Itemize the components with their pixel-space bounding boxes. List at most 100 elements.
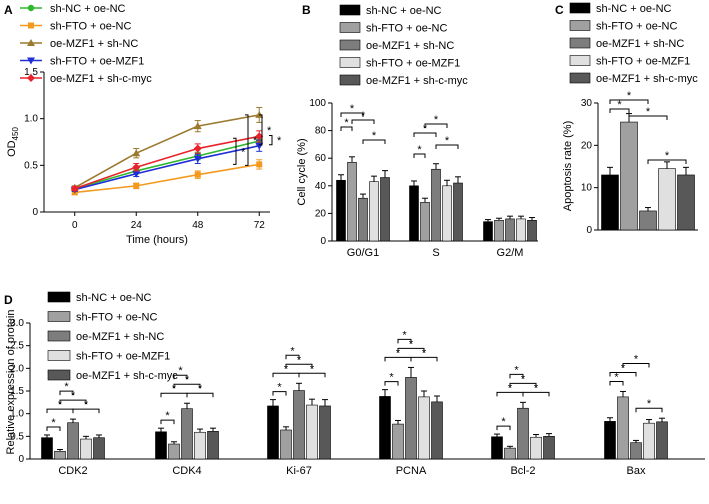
- legend-label: oe-MZF1 + sh-c-myc: [50, 73, 152, 85]
- significance-star: *: [178, 365, 183, 377]
- bar: [155, 431, 167, 460]
- x-tick-label: Bcl-2: [510, 465, 535, 477]
- significance-star: *: [185, 374, 190, 386]
- data-point: [28, 22, 34, 29]
- significance-bracket: [384, 381, 399, 386]
- significance-star: *: [402, 329, 407, 341]
- significance-bracket: [186, 392, 214, 398]
- bar: [207, 431, 219, 460]
- bar: [483, 221, 493, 242]
- significance-star: *: [277, 135, 282, 147]
- data-point: [193, 155, 202, 163]
- bar: [93, 437, 105, 460]
- legend-swatch: [569, 72, 591, 84]
- bar: [380, 177, 390, 242]
- significance-bracket: [413, 132, 437, 137]
- x-tick-label: G0/G1: [347, 247, 379, 259]
- bar: [643, 422, 655, 460]
- significance-bracket: [609, 371, 637, 377]
- significance-star: *: [508, 382, 513, 394]
- bar: [420, 202, 430, 242]
- significance-bracket: [609, 108, 630, 113]
- legend-swatch: [339, 4, 361, 16]
- legend-swatch: [339, 39, 361, 51]
- significance-star: *: [71, 390, 76, 402]
- legend-label: oe-MZF1 + sh-c-myc: [366, 75, 468, 87]
- bar: [418, 396, 430, 460]
- legend-label: sh-FTO + oe-MZF1: [76, 351, 170, 363]
- legend-swatch: [47, 369, 71, 381]
- legend-label: oe-MZF1 + sh-NC: [50, 38, 138, 50]
- data-point: [132, 163, 141, 172]
- bar: [379, 396, 391, 460]
- significance-bracket: [628, 115, 668, 120]
- y-tick-label: 80: [315, 126, 327, 137]
- y-tick-label: 1.5: [10, 386, 24, 397]
- significance-star: *: [165, 410, 170, 422]
- data-point: [256, 161, 263, 168]
- y-tick-label: 30: [581, 98, 593, 109]
- x-tick-label: Ki-67: [286, 465, 312, 477]
- legend-label: sh-FTO + oe-NC: [50, 21, 131, 33]
- x-tick-label: 48: [192, 220, 204, 231]
- significance-star: *: [501, 416, 506, 428]
- significance-bracket: [397, 347, 425, 353]
- y-axis-label: OD450: [6, 127, 20, 157]
- data-point: [27, 57, 35, 65]
- legend-swatch: [569, 2, 591, 14]
- x-tick-label: Bax: [627, 465, 646, 477]
- bar: [677, 174, 695, 231]
- bar: [604, 421, 616, 460]
- y-tick-label: 3.0: [10, 318, 24, 329]
- significance-star: *: [434, 114, 439, 126]
- chart-panel-d: 0 0.5 1.0 1.5 2.0 2.5 3.0 CDK2 CDK4 Ki-67 PCNA Bcl-…: [5, 291, 705, 477]
- significance-bracket: [635, 407, 663, 413]
- series-line: [74, 135, 260, 190]
- legend-label: sh-FTO + oe-MZF1: [596, 56, 690, 68]
- bar: [41, 437, 53, 460]
- significance-bracket: [424, 123, 448, 128]
- significance-bracket: [285, 363, 313, 369]
- y-tick-label: 0: [320, 236, 326, 247]
- bar: [405, 377, 417, 460]
- legend-label: sh-FTO + oe-NC: [366, 23, 447, 35]
- legend-label: oe-MZF1 + sh-NC: [596, 38, 684, 50]
- bar: [517, 407, 529, 460]
- bar: [392, 423, 404, 460]
- legend-swatch: [569, 55, 591, 66]
- x-axis-label: Time (hours): [126, 234, 188, 246]
- chart-panel-c: 0 10 20 30 sh-NC + oe-NC sh-FTO + oe-NC oe-MZF…: [562, 2, 698, 236]
- legend-label: sh-FTO + oe-MZF1: [50, 56, 144, 68]
- significance-bracket: [59, 399, 87, 405]
- y-tick-label: 40: [315, 181, 327, 192]
- bar: [431, 401, 443, 460]
- significance-star: *: [646, 106, 651, 118]
- data-point: [132, 170, 141, 178]
- data-point: [255, 132, 264, 141]
- significance-star: *: [290, 345, 295, 357]
- significance-bracket: [435, 144, 459, 149]
- significance-bracket: [59, 390, 74, 396]
- significance-star: *: [172, 383, 177, 395]
- y-tick-label: 1.0: [10, 409, 24, 420]
- significance-bracket: [413, 153, 426, 158]
- significance-star: *: [614, 371, 619, 383]
- significance-bracket: [496, 425, 511, 431]
- significance-star: *: [423, 123, 428, 135]
- bar: [181, 408, 193, 460]
- significance-star: *: [514, 364, 519, 376]
- bar: [347, 162, 357, 242]
- significance-bracket: [410, 356, 438, 362]
- significance-star: *: [409, 338, 414, 350]
- data-point: [132, 149, 141, 157]
- legend-swatch: [569, 37, 591, 49]
- significance-star: *: [422, 347, 427, 359]
- legend-swatch: [47, 291, 71, 303]
- significance-star: *: [372, 130, 377, 142]
- bar: [617, 396, 629, 460]
- y-tick-label: 60: [315, 153, 327, 164]
- legend-label: sh-NC + oe-NC: [50, 3, 126, 15]
- series-line: [74, 140, 260, 190]
- legend-swatch: [339, 57, 361, 68]
- bar: [630, 442, 642, 460]
